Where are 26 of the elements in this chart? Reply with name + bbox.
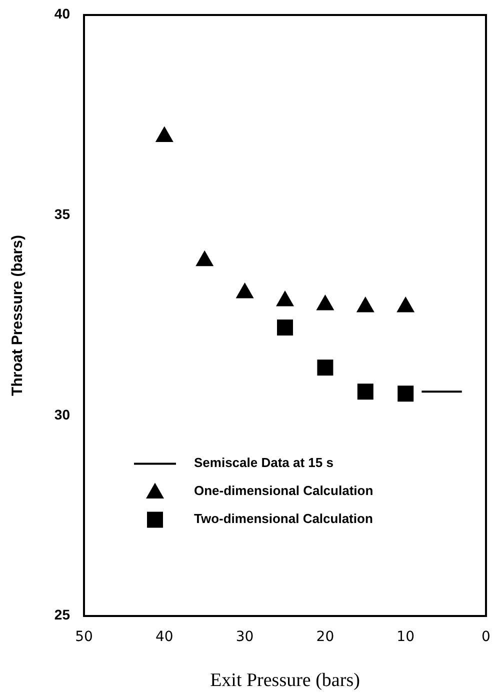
point bbox=[277, 320, 293, 336]
point bbox=[317, 360, 334, 376]
x-tick-label: 40 bbox=[155, 629, 174, 645]
y-axis-title: Throat Pressure (bars) bbox=[9, 235, 26, 396]
point bbox=[356, 296, 374, 312]
legend-label: Semiscale Data at 15 s bbox=[194, 455, 334, 470]
x-tick-label: 10 bbox=[396, 629, 415, 645]
x-tick-label: 0 bbox=[482, 629, 490, 645]
x-tick-label: 20 bbox=[316, 629, 334, 645]
legend-label: Two-dimensional Calculation bbox=[194, 511, 373, 526]
point bbox=[276, 290, 294, 306]
y-tick-label: 35 bbox=[54, 206, 70, 222]
x-tick-label: 50 bbox=[75, 629, 93, 645]
point bbox=[398, 386, 414, 402]
point bbox=[155, 126, 174, 142]
y-tick-label: 25 bbox=[54, 606, 70, 623]
point bbox=[196, 250, 214, 266]
y-tick-label: 30 bbox=[54, 406, 70, 422]
x-tick-label: 30 bbox=[236, 629, 254, 645]
point bbox=[357, 384, 374, 400]
point bbox=[236, 282, 254, 298]
y-tick-label: 40 bbox=[54, 6, 70, 22]
point bbox=[396, 296, 415, 312]
legend-label: One-dimensional Calculation bbox=[194, 483, 374, 498]
x-axis-title: Exit Pressure (bars) bbox=[210, 670, 360, 691]
point bbox=[316, 294, 334, 310]
